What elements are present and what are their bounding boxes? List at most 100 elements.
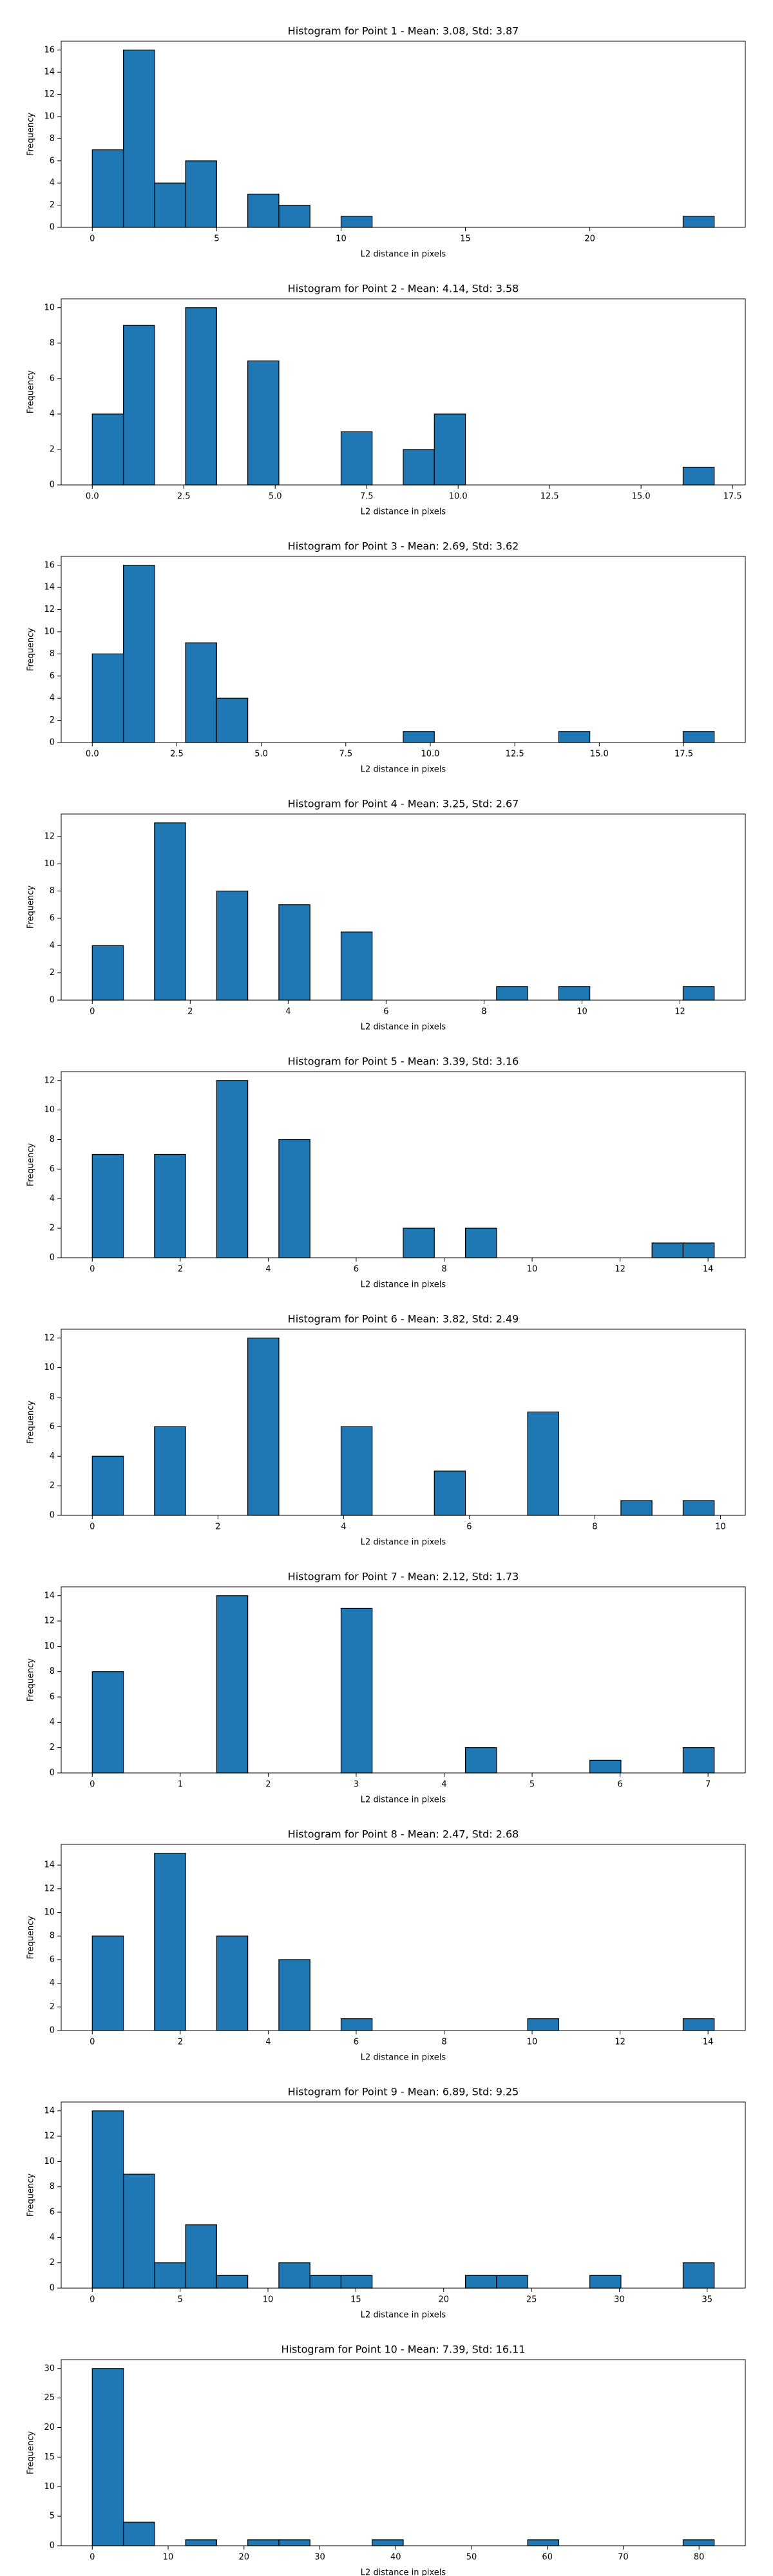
histogram-bar <box>682 216 715 228</box>
x-tick-label: 8 <box>441 2038 446 2047</box>
x-tick-label: 5 <box>177 2295 182 2305</box>
x-tick-label: 12.5 <box>540 492 559 502</box>
x-tick-label: 50 <box>466 2553 477 2562</box>
histogram-bar <box>278 2262 310 2289</box>
y-tick-label: 2 <box>50 1481 55 1491</box>
x-tick-label: 40 <box>390 2553 401 2562</box>
y-tick-label: 0 <box>50 480 55 490</box>
histogram-bar <box>340 1426 373 1516</box>
y-axis-label: Frequency <box>26 2431 36 2474</box>
x-tick-label: 2 <box>215 1522 220 1532</box>
x-tick-label: 0 <box>90 2038 95 2047</box>
histogram-bar <box>91 413 124 486</box>
chart-title: Histogram for Point 9 - Mean: 6.89, Std:… <box>288 2086 519 2098</box>
histogram-bar <box>216 1080 249 1258</box>
histogram-bar <box>91 653 124 743</box>
histogram-bar <box>589 1759 622 1774</box>
x-tick-label: 0 <box>90 234 95 244</box>
x-tick-label: 25 <box>526 2295 537 2305</box>
histogram-bar <box>122 2174 155 2289</box>
y-tick-label: 15 <box>44 2452 55 2462</box>
y-tick-label: 12 <box>44 1884 55 1893</box>
histogram-bar <box>91 2368 124 2546</box>
x-tick-label: 6 <box>354 1265 359 1274</box>
x-tick-label: 60 <box>542 2553 553 2562</box>
x-axis-label: L2 distance in pixels <box>361 250 446 260</box>
x-axis-label: L2 distance in pixels <box>361 1023 446 1032</box>
histogram-bar <box>185 2539 217 2546</box>
x-tick-label: 2 <box>187 1007 193 1017</box>
x-tick-label: 5 <box>530 1780 535 1790</box>
histogram-bar <box>340 216 373 228</box>
x-tick-label: 15.0 <box>632 492 651 502</box>
y-tick-label: 14 <box>44 1591 55 1600</box>
y-tick-label: 14 <box>44 2106 55 2116</box>
histogram-bar <box>527 2539 559 2546</box>
y-tick-label: 2 <box>50 715 55 725</box>
x-tick-label: 0 <box>90 1007 95 1017</box>
x-tick-label: 30 <box>314 2553 325 2562</box>
histogram-bar <box>527 1411 559 1516</box>
x-tick-label: 4 <box>265 2038 271 2047</box>
x-tick-label: 17.5 <box>674 750 693 759</box>
y-tick-label: 0 <box>50 2541 55 2551</box>
y-tick-label: 5 <box>50 2512 55 2521</box>
histogram-bar <box>247 2539 280 2546</box>
histogram-bar <box>154 1153 186 1258</box>
x-tick-label: 2 <box>178 2038 183 2047</box>
y-tick-label: 10 <box>44 1642 55 1651</box>
histogram-bar <box>154 1853 186 2031</box>
chart-title: Histogram for Point 8 - Mean: 2.47, Std:… <box>288 1828 519 1841</box>
histogram-bar <box>216 697 249 743</box>
histogram-bar <box>91 1935 124 2031</box>
x-tick-label: 5 <box>214 234 219 244</box>
y-axis-label: Frequency <box>26 886 36 929</box>
y-tick-label: 6 <box>50 671 55 681</box>
histogram-bar <box>340 431 373 486</box>
y-tick-label: 4 <box>50 1978 55 1988</box>
axes-frame <box>61 2359 746 2546</box>
x-axis-label: L2 distance in pixels <box>361 765 446 775</box>
x-tick-label: 3 <box>354 1780 359 1790</box>
y-tick-label: 6 <box>50 1422 55 1432</box>
y-tick-label: 10 <box>44 1908 55 1917</box>
x-tick-label: 7.5 <box>339 750 352 759</box>
histogram-bar <box>216 1935 249 2031</box>
y-tick-label: 8 <box>50 1392 55 1402</box>
histogram-bar <box>682 466 715 486</box>
histogram-bar <box>122 325 155 486</box>
histogram-bar <box>247 360 280 486</box>
histogram-bar <box>122 565 155 743</box>
axes-frame <box>61 556 746 743</box>
histogram-bar <box>496 986 528 1001</box>
histogram-bar <box>496 2275 528 2289</box>
axes-frame <box>61 41 746 228</box>
y-tick-label: 0 <box>50 2026 55 2036</box>
y-tick-label: 10 <box>44 111 55 121</box>
histogram-bar <box>154 182 186 228</box>
x-axis-label: L2 distance in pixels <box>361 1538 446 1548</box>
y-tick-label: 10 <box>44 859 55 869</box>
histogram-bar <box>682 1500 715 1516</box>
chart-title: Histogram for Point 7 - Mean: 2.12, Std:… <box>288 1571 519 1583</box>
histogram-bar <box>682 2262 715 2289</box>
y-tick-label: 0 <box>50 738 55 748</box>
x-tick-label: 10 <box>263 2295 274 2305</box>
y-tick-label: 4 <box>50 409 55 419</box>
y-axis-label: Frequency <box>26 2174 36 2217</box>
x-axis-label: L2 distance in pixels <box>361 2053 446 2063</box>
x-tick-label: 2 <box>265 1780 271 1790</box>
y-tick-label: 2 <box>50 444 55 454</box>
x-tick-label: 4 <box>341 1522 346 1532</box>
histogram-bar <box>434 413 466 486</box>
x-tick-label: 7.5 <box>360 492 374 502</box>
y-tick-label: 8 <box>50 1135 55 1144</box>
y-tick-label: 10 <box>44 1363 55 1372</box>
x-tick-label: 12 <box>615 2038 625 2047</box>
chart-title: Histogram for Point 10 - Mean: 7.39, Std… <box>281 2344 525 2356</box>
y-tick-label: 4 <box>50 1718 55 1727</box>
histogram-bar <box>682 731 715 743</box>
y-tick-label: 2 <box>50 2258 55 2268</box>
histogram-bar <box>558 986 591 1001</box>
